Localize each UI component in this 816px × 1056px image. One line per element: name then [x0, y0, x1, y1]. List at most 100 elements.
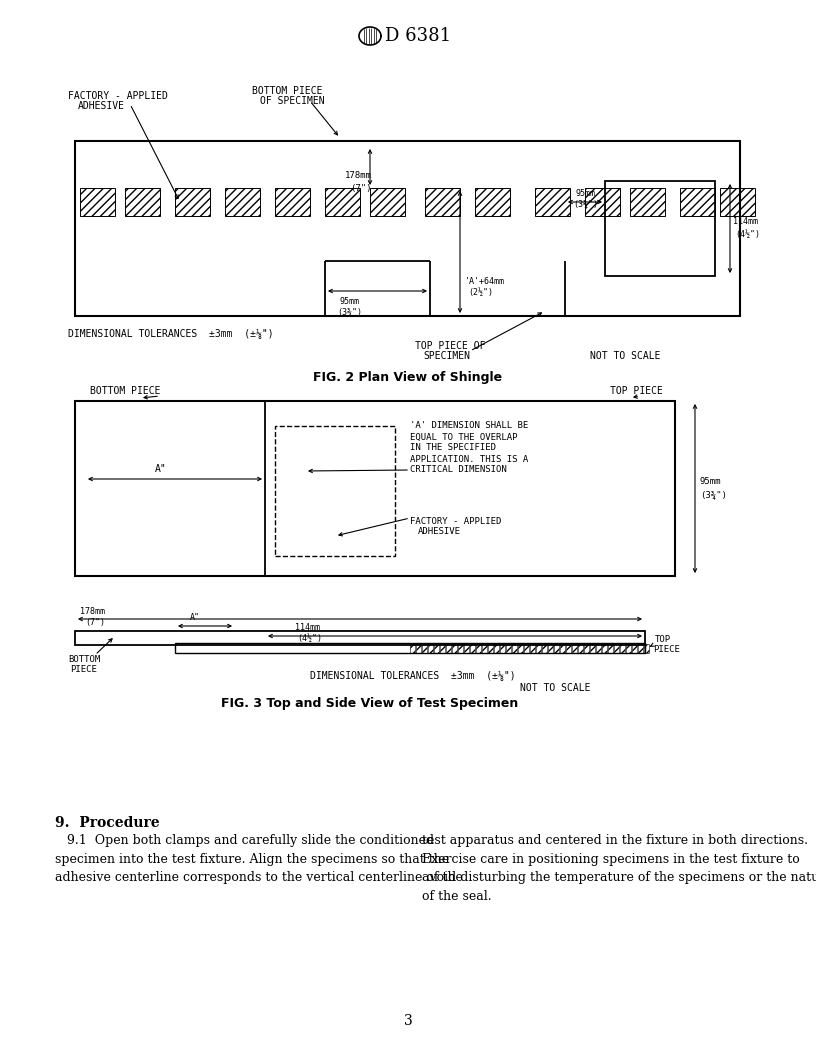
Text: D 6381: D 6381 — [385, 27, 451, 45]
Bar — [452, 644, 457, 653]
Text: 114mm: 114mm — [733, 216, 758, 226]
Bar — [125, 188, 160, 216]
Bar — [630, 188, 665, 216]
Text: NOT TO SCALE: NOT TO SCALE — [520, 683, 591, 693]
Text: EQUAL TO THE OVERLAP: EQUAL TO THE OVERLAP — [410, 433, 517, 441]
Text: BOTTOM PIECE: BOTTOM PIECE — [90, 386, 161, 396]
Text: (3¾"): (3¾") — [700, 490, 727, 499]
Text: 95mm: 95mm — [575, 189, 595, 197]
Text: 'A'+64mm: 'A'+64mm — [465, 277, 505, 285]
Text: FIG. 3 Top and Side View of Test Specimen: FIG. 3 Top and Side View of Test Specime… — [221, 698, 519, 711]
Bar — [605, 181, 715, 276]
Bar — [175, 643, 645, 653]
Bar — [494, 644, 499, 653]
Bar — [422, 644, 427, 653]
Bar — [596, 644, 601, 653]
Bar — [542, 644, 547, 653]
Bar — [620, 644, 625, 653]
Text: DIMENSIONAL TOLERANCES  ±3mm  (±⅛"): DIMENSIONAL TOLERANCES ±3mm (±⅛") — [68, 329, 273, 339]
Text: A": A" — [155, 464, 166, 474]
Bar — [75, 631, 645, 645]
Bar — [566, 644, 571, 653]
Text: 9.  Procedure: 9. Procedure — [55, 816, 160, 830]
Text: OF SPECIMEN: OF SPECIMEN — [260, 96, 325, 106]
Bar — [476, 644, 481, 653]
Bar — [560, 644, 565, 653]
Text: test apparatus and centered in the fixture in both directions.
Exercise care in : test apparatus and centered in the fixtu… — [422, 834, 816, 903]
Text: NOT TO SCALE: NOT TO SCALE — [590, 351, 660, 361]
Bar — [225, 188, 260, 216]
Text: TOP PIECE OF: TOP PIECE OF — [415, 341, 486, 351]
Text: 9.1  Open both clamps and carefully slide the conditioned
specimen into the test: 9.1 Open both clamps and carefully slide… — [55, 834, 463, 884]
Text: 95mm: 95mm — [340, 298, 360, 306]
Text: TOP PIECE: TOP PIECE — [610, 386, 663, 396]
Bar — [75, 401, 675, 576]
Bar — [584, 644, 589, 653]
Bar — [500, 644, 505, 653]
Bar — [446, 644, 451, 653]
Bar — [608, 644, 613, 653]
Bar — [475, 188, 510, 216]
Bar — [530, 644, 535, 653]
Bar — [80, 188, 115, 216]
Bar — [626, 644, 631, 653]
Text: (7"): (7") — [350, 184, 371, 192]
Bar — [425, 188, 460, 216]
Bar — [614, 644, 619, 653]
Bar — [548, 644, 553, 653]
Bar — [524, 644, 529, 653]
Bar — [482, 644, 487, 653]
Text: (4½"): (4½") — [735, 229, 760, 239]
Text: TOP: TOP — [655, 636, 671, 644]
Text: FACTORY - APPLIED: FACTORY - APPLIED — [410, 516, 501, 526]
Bar — [458, 644, 463, 653]
Bar — [644, 644, 649, 653]
Bar — [325, 188, 360, 216]
Text: PIECE: PIECE — [653, 645, 680, 655]
Bar — [434, 644, 439, 653]
Bar — [585, 188, 620, 216]
Text: IN THE SPECIFIED: IN THE SPECIFIED — [410, 444, 496, 453]
Bar — [720, 188, 755, 216]
Bar — [275, 426, 395, 557]
Text: A": A" — [190, 612, 200, 622]
Text: 114mm: 114mm — [295, 623, 320, 633]
Text: (4½"): (4½") — [297, 635, 322, 643]
Bar — [370, 188, 405, 216]
Text: ADHESIVE: ADHESIVE — [418, 528, 461, 536]
Bar — [518, 644, 523, 653]
Text: (7"): (7") — [85, 618, 105, 626]
Text: 178mm: 178mm — [345, 171, 372, 181]
Bar — [470, 644, 475, 653]
Text: FACTORY - APPLIED: FACTORY - APPLIED — [68, 91, 168, 101]
Bar — [536, 644, 541, 653]
Bar — [464, 644, 469, 653]
Text: 178mm: 178mm — [80, 606, 105, 616]
Bar — [410, 644, 415, 653]
Text: 3: 3 — [404, 1014, 412, 1027]
Text: BOTTOM: BOTTOM — [68, 656, 100, 664]
Text: DIMENSIONAL TOLERANCES  ±3mm  (±⅛"): DIMENSIONAL TOLERANCES ±3mm (±⅛") — [310, 671, 516, 681]
Bar — [535, 188, 570, 216]
Text: ADHESIVE: ADHESIVE — [78, 101, 125, 111]
Bar — [428, 644, 433, 653]
Bar — [578, 644, 583, 653]
Text: 95mm: 95mm — [700, 476, 721, 486]
Bar — [572, 644, 577, 653]
Bar — [590, 644, 595, 653]
Bar — [512, 644, 517, 653]
Text: (2½"): (2½") — [468, 287, 493, 297]
Bar — [680, 188, 715, 216]
Bar — [75, 142, 740, 316]
Text: APPLICATION. THIS IS A: APPLICATION. THIS IS A — [410, 454, 528, 464]
Bar — [275, 188, 310, 216]
Bar — [602, 644, 607, 653]
Bar — [440, 644, 445, 653]
Bar — [175, 188, 210, 216]
Bar — [554, 644, 559, 653]
Bar — [632, 644, 637, 653]
Bar — [506, 644, 511, 653]
Text: PIECE: PIECE — [70, 665, 97, 675]
Text: SPECIMEN: SPECIMEN — [423, 351, 470, 361]
Text: BOTTOM PIECE: BOTTOM PIECE — [252, 86, 322, 96]
